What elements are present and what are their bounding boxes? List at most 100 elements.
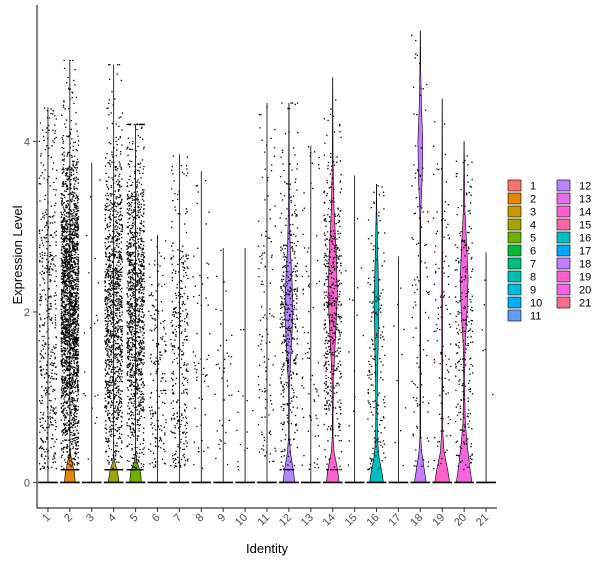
point-2	[63, 408, 65, 410]
point-1	[52, 257, 54, 260]
point-4	[119, 136, 121, 139]
point-4	[105, 450, 108, 452]
point-4	[118, 360, 120, 362]
point-1	[47, 457, 49, 459]
point-2	[67, 313, 69, 315]
point-2	[77, 457, 79, 459]
point-2	[61, 330, 64, 332]
point-2	[62, 267, 65, 269]
point-4	[121, 266, 123, 269]
point-1	[45, 237, 47, 239]
point-5	[128, 328, 131, 330]
point-1	[41, 417, 43, 419]
point-4	[114, 247, 116, 249]
point-4	[117, 374, 119, 377]
point-2	[60, 324, 62, 326]
point-5	[138, 456, 140, 458]
point-5	[142, 355, 144, 357]
point-5	[126, 182, 128, 184]
point-2	[70, 334, 72, 336]
point-2	[64, 333, 67, 335]
point-5	[139, 347, 142, 349]
point-2	[68, 429, 70, 431]
point-4	[116, 288, 118, 290]
point-4	[106, 307, 108, 310]
point-1	[54, 419, 56, 421]
point-2	[65, 257, 67, 259]
point-2	[65, 362, 67, 364]
point-1	[48, 393, 50, 395]
point-1	[46, 271, 48, 273]
point-2	[71, 220, 73, 222]
point-2	[63, 352, 66, 355]
point-5	[138, 260, 141, 262]
point-5	[128, 364, 130, 366]
point-2	[72, 239, 74, 241]
point-2	[66, 369, 68, 371]
point-5	[143, 346, 145, 348]
point-1	[51, 364, 53, 366]
point-2	[77, 301, 79, 303]
point-5	[132, 269, 134, 272]
point-2	[65, 263, 67, 265]
point-2	[67, 369, 70, 371]
point-2	[72, 335, 74, 337]
point-2	[72, 322, 74, 324]
point-5	[130, 242, 132, 244]
point-4	[107, 412, 109, 414]
point-4	[120, 256, 122, 258]
point-4	[106, 224, 108, 226]
point-5	[142, 401, 144, 403]
point-2	[68, 231, 70, 233]
point-5	[141, 321, 143, 323]
point-2	[72, 295, 74, 298]
point-2	[71, 315, 73, 317]
point-2	[66, 394, 68, 396]
point-2	[64, 312, 67, 314]
point-3	[93, 322, 96, 325]
point-2	[77, 354, 79, 356]
point-1	[38, 340, 40, 342]
point-5	[127, 355, 129, 357]
point-5	[132, 376, 134, 378]
point-5	[140, 230, 142, 232]
point-2	[76, 381, 79, 383]
point-2	[67, 285, 70, 287]
point-2	[76, 272, 78, 274]
point-2	[64, 328, 66, 330]
point-2	[62, 410, 64, 413]
point-2	[75, 167, 77, 169]
point-5	[135, 317, 138, 319]
point-5	[136, 469, 138, 471]
point-4	[114, 323, 117, 325]
point-1	[52, 236, 54, 238]
point-2	[77, 365, 79, 367]
point-5	[137, 310, 139, 312]
point-4	[111, 384, 113, 386]
point-4	[115, 391, 118, 394]
point-5	[142, 328, 145, 331]
point-5	[129, 425, 131, 427]
point-2	[71, 355, 74, 357]
point-2	[72, 215, 74, 217]
point-4	[118, 117, 120, 119]
point-4	[112, 306, 114, 308]
point-2	[70, 173, 72, 176]
point-2	[70, 120, 73, 122]
point-5	[127, 389, 129, 391]
point-2	[68, 177, 70, 179]
point-5	[143, 348, 145, 350]
point-1	[46, 391, 48, 394]
point-2	[64, 359, 66, 361]
point-4	[120, 319, 122, 321]
point-1	[44, 169, 46, 171]
point-4	[110, 289, 112, 292]
point-2	[71, 169, 73, 171]
point-5	[138, 344, 141, 346]
point-2	[75, 320, 77, 323]
point-2	[64, 292, 66, 294]
point-5	[129, 428, 132, 431]
point-2	[65, 319, 67, 321]
violin-4	[107, 454, 120, 483]
point-2	[70, 261, 73, 263]
